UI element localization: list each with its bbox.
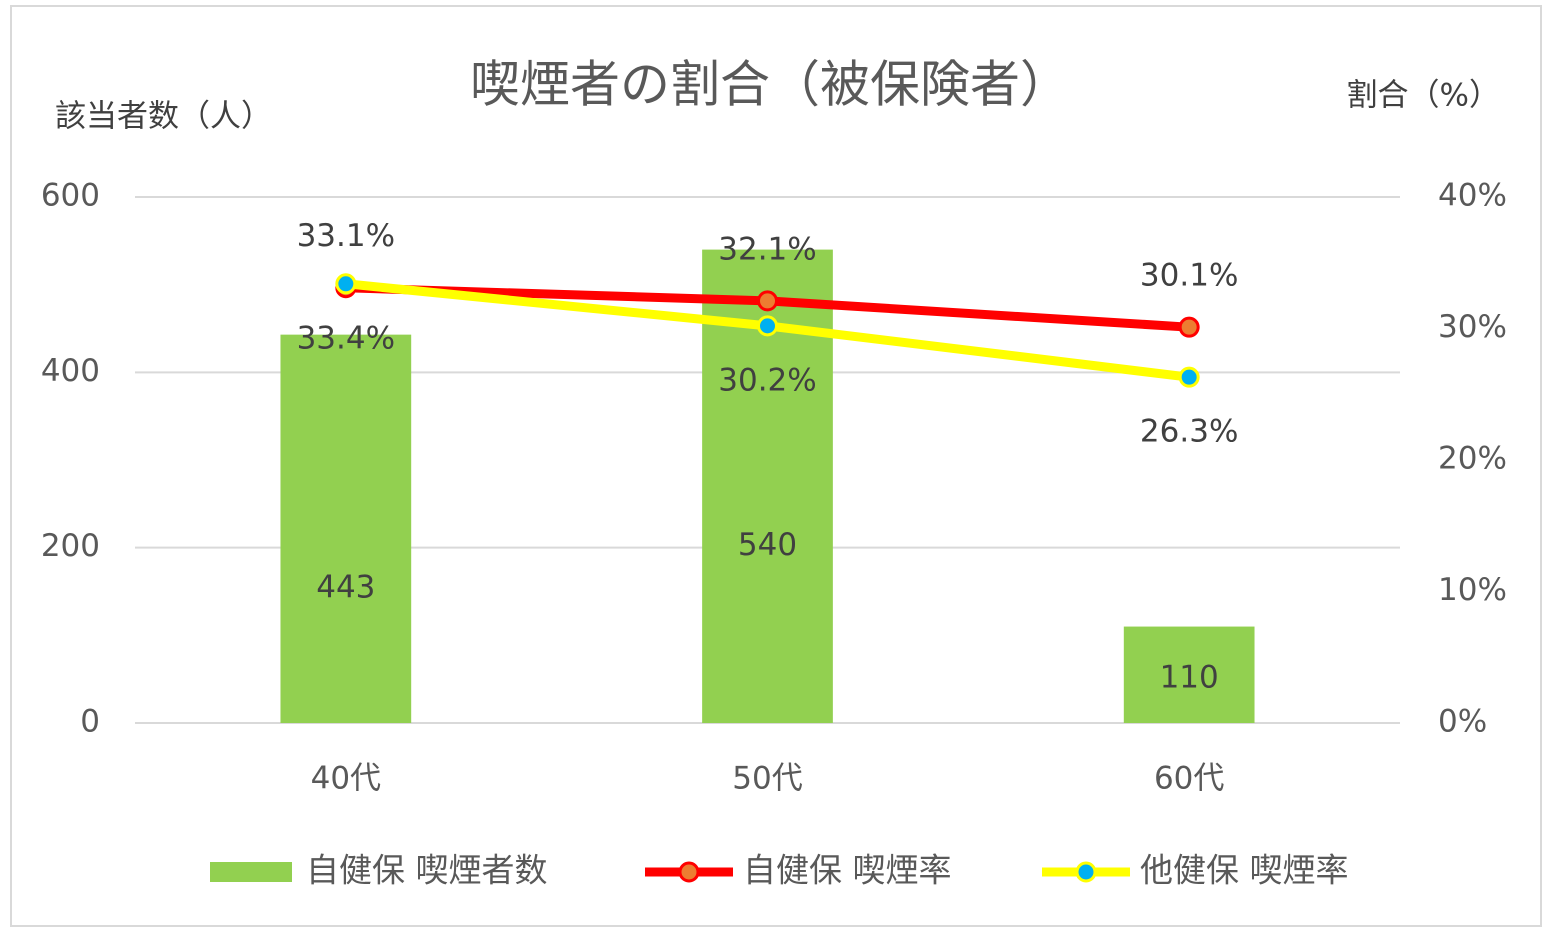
x-tick-label: 50代 — [732, 761, 802, 797]
legend-marker — [678, 861, 700, 883]
line-marker — [335, 273, 357, 295]
x-tick-label: 60代 — [1154, 761, 1224, 797]
y2-tick-label: 20% — [1438, 441, 1507, 477]
data-label: 26.3% — [1140, 414, 1238, 450]
y-tick-label: 400 — [41, 353, 100, 389]
data-label: 30.1% — [1140, 258, 1238, 294]
legend-swatch — [210, 862, 292, 882]
y2-axis-label: 割合（%） — [1347, 78, 1500, 114]
line-marker — [1178, 316, 1200, 338]
y2-tick-label: 0% — [1438, 704, 1487, 740]
bar — [280, 334, 412, 723]
data-label: 30.2% — [718, 362, 816, 398]
line-marker — [757, 315, 778, 337]
x-tick-label: 40代 — [311, 761, 381, 797]
bar — [1123, 626, 1255, 723]
data-label: 110 — [1160, 659, 1219, 695]
chart-title: 喫煙者の割合（被保険者） — [470, 56, 1070, 114]
y-axis-label: 該当者数（人） — [55, 99, 272, 135]
legend-label: 他健保 喫煙率 — [1140, 851, 1349, 890]
data-label: 32.1% — [718, 231, 816, 267]
data-label: 540 — [738, 527, 797, 563]
legend-marker — [1075, 861, 1097, 883]
line-marker — [1178, 366, 1200, 388]
legend-label: 自健保 喫煙者数 — [306, 851, 548, 890]
data-label: 33.4% — [297, 320, 395, 356]
y-tick-label: 600 — [41, 178, 100, 214]
y2-tick-label: 10% — [1438, 572, 1507, 608]
y2-tick-label: 30% — [1438, 309, 1507, 345]
legend-label: 自健保 喫煙率 — [743, 851, 952, 890]
data-label: 33.1% — [297, 218, 395, 254]
data-label: 443 — [316, 569, 375, 605]
y-tick-label: 200 — [41, 528, 100, 564]
line-marker — [757, 290, 778, 312]
y2-tick-label: 40% — [1438, 178, 1507, 214]
y-tick-label: 0 — [80, 704, 100, 740]
